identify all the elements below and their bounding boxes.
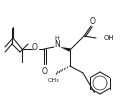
Polygon shape bbox=[60, 47, 71, 52]
Text: OH: OH bbox=[104, 35, 115, 41]
Text: O: O bbox=[42, 67, 48, 76]
Text: N: N bbox=[54, 40, 60, 49]
Text: O: O bbox=[90, 17, 96, 26]
Text: H: H bbox=[55, 36, 59, 40]
Text: CH₃: CH₃ bbox=[47, 78, 59, 82]
Text: O: O bbox=[32, 42, 38, 51]
